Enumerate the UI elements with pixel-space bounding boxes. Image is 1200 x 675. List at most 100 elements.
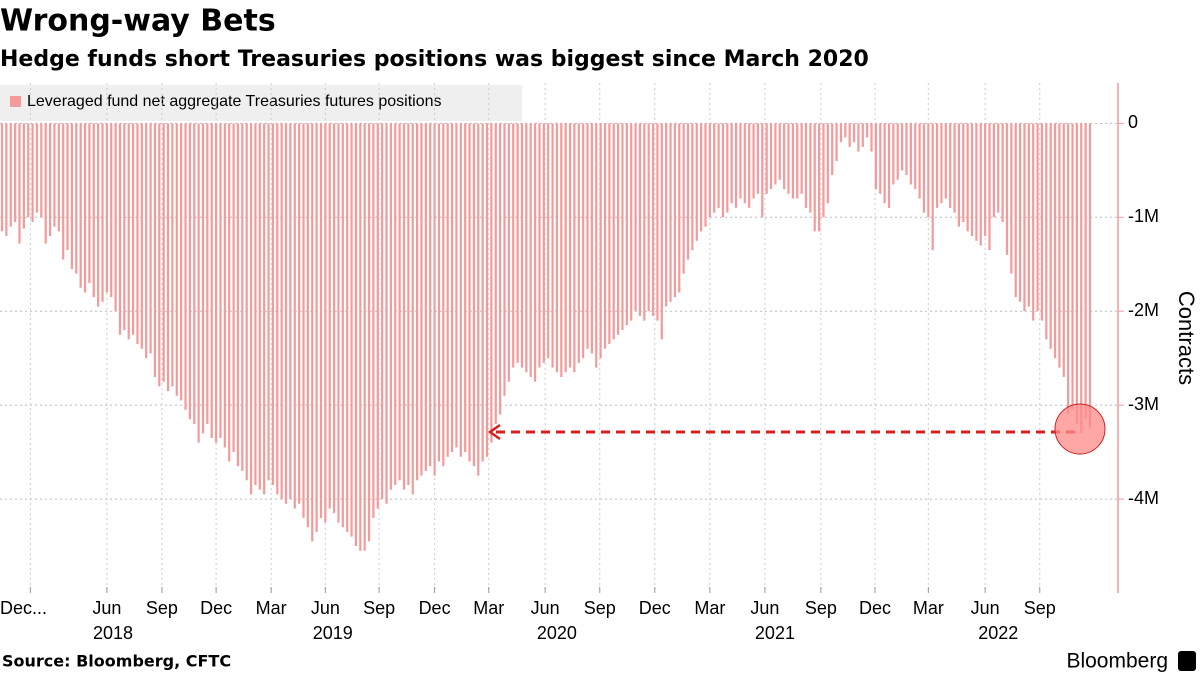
bar — [306, 123, 309, 528]
bar — [743, 123, 746, 204]
bar — [673, 123, 676, 298]
bar — [459, 123, 462, 457]
bar — [280, 123, 283, 500]
x-tick-label: Jun — [750, 598, 779, 618]
bar — [44, 123, 47, 244]
bar — [1018, 123, 1022, 302]
bar — [1049, 123, 1052, 349]
bar — [171, 123, 174, 387]
x-tick-label: Sep — [584, 598, 616, 618]
bar — [105, 123, 108, 293]
bar — [1062, 123, 1065, 377]
bar — [848, 123, 851, 147]
bar — [372, 123, 375, 518]
bar — [184, 123, 187, 410]
bar — [210, 123, 213, 439]
bar — [376, 123, 379, 509]
bar — [817, 123, 821, 232]
x-year-label: 2020 — [537, 623, 577, 643]
bar — [975, 123, 978, 241]
bar — [158, 123, 161, 387]
bar — [258, 123, 261, 490]
bar — [861, 123, 864, 147]
bar — [153, 123, 157, 377]
bar — [420, 123, 423, 476]
bar — [332, 123, 336, 514]
x-year-label: 2022 — [978, 623, 1018, 643]
bar — [1071, 123, 1074, 410]
bar — [494, 123, 497, 424]
bar — [638, 123, 642, 316]
bar — [573, 123, 576, 373]
x-tick-label: Jun — [531, 598, 560, 618]
bar — [634, 123, 637, 312]
bar — [0, 123, 4, 232]
bar — [822, 123, 825, 218]
bar — [1040, 123, 1044, 321]
bar — [651, 123, 655, 316]
bar — [992, 123, 995, 218]
bar — [241, 123, 244, 471]
bar — [761, 123, 764, 218]
bar — [979, 123, 982, 246]
bar — [57, 123, 60, 232]
bar — [14, 123, 17, 223]
bar — [18, 123, 21, 244]
bar — [88, 123, 91, 284]
bar — [472, 123, 476, 467]
bar — [586, 123, 589, 349]
bar — [232, 123, 235, 453]
bar — [507, 123, 510, 382]
bar — [787, 123, 790, 194]
bar — [9, 123, 12, 227]
bar — [630, 123, 633, 321]
bar — [927, 123, 930, 218]
bar — [804, 123, 808, 208]
bar — [175, 123, 178, 396]
bar — [337, 123, 340, 523]
bar — [551, 123, 554, 368]
bar — [97, 123, 100, 307]
bar — [538, 123, 541, 368]
bar — [691, 123, 694, 251]
bar — [577, 123, 580, 363]
bar — [411, 123, 414, 495]
bar — [726, 123, 729, 213]
bar — [83, 123, 87, 293]
bar — [1023, 123, 1026, 312]
y-axis-label: Contracts — [1174, 291, 1199, 385]
bar — [966, 123, 969, 232]
x-tick-label: Mar — [913, 598, 944, 618]
bar — [970, 123, 974, 237]
x-tick-label: Jun — [311, 598, 340, 618]
bar — [791, 123, 794, 199]
bar — [739, 123, 742, 199]
bar — [1080, 123, 1083, 434]
bar — [831, 123, 834, 176]
bar — [686, 123, 690, 260]
bar — [874, 123, 877, 190]
chart-title: Wrong-way Bets — [0, 4, 276, 39]
bar — [953, 123, 956, 213]
bar — [1032, 123, 1035, 321]
bar — [665, 123, 668, 307]
bar — [27, 123, 30, 218]
bar — [660, 123, 663, 340]
bar — [442, 123, 445, 467]
bar — [92, 123, 95, 298]
bar — [796, 123, 799, 199]
bar — [905, 123, 908, 176]
bar — [590, 123, 593, 354]
bar — [455, 123, 458, 448]
bar — [289, 123, 292, 500]
x-year-label: 2018 — [93, 623, 133, 643]
bar — [778, 123, 781, 180]
bar — [363, 123, 366, 551]
bar — [354, 123, 358, 547]
bar — [700, 123, 703, 232]
bar — [40, 123, 43, 218]
bar — [730, 123, 733, 204]
bar — [682, 123, 685, 274]
x-tick-label: Jun — [92, 598, 121, 618]
